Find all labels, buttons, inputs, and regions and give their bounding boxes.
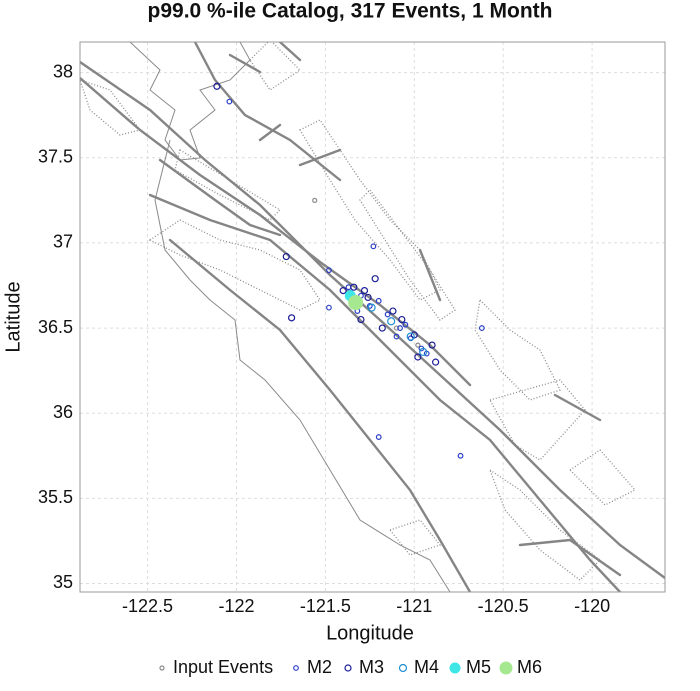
grid	[80, 42, 665, 592]
data-point	[364, 293, 372, 302]
data-point	[406, 332, 415, 341]
plot-frame	[79, 41, 666, 593]
legend: Input Events M2 M3 M4 M5 M6	[159, 657, 542, 677]
legend-marker	[449, 662, 461, 674]
fault	[228, 42, 342, 167]
data-point	[375, 297, 382, 304]
data-point	[387, 317, 396, 326]
coastline	[129, 42, 451, 592]
data-point	[375, 434, 382, 440]
x-tick-label: -120.5	[478, 596, 529, 616]
legend-label: M3	[359, 657, 384, 677]
data-point	[414, 353, 422, 361]
data-point	[213, 82, 221, 90]
y-tick-label: 37.5	[38, 147, 73, 167]
data-point	[393, 325, 400, 331]
y-tick-label: 36.5	[38, 317, 73, 337]
data-point	[226, 98, 233, 105]
chart-title: p99.0 %-ile Catalog, 317 Events, 1 Month	[148, 0, 553, 23]
data-point	[398, 315, 406, 324]
data-point	[393, 333, 400, 340]
x-axis-label: Longitude	[326, 622, 414, 644]
data-point	[312, 197, 318, 203]
data-point	[282, 252, 290, 261]
x-tick-label: -122.5	[122, 596, 173, 616]
legend-label: M2	[307, 657, 332, 677]
legend-label: Input Events	[173, 657, 273, 677]
fault	[193, 42, 342, 182]
y-tick-label: 36	[53, 402, 73, 422]
fault	[80, 76, 472, 387]
data-point	[287, 314, 296, 322]
legend-marker	[398, 663, 408, 673]
data-point	[366, 303, 373, 309]
x-tick-label: -122	[218, 596, 254, 616]
data-point	[326, 304, 332, 311]
fault-map	[80, 42, 665, 592]
data-point	[371, 275, 379, 283]
data-point	[457, 452, 464, 459]
data-point	[478, 325, 485, 331]
data-point	[415, 342, 421, 348]
data-point	[389, 307, 397, 315]
y-tick-label: 35	[53, 572, 73, 592]
data-point	[428, 341, 436, 349]
fault	[158, 158, 282, 237]
fault	[168, 238, 472, 592]
data-point	[378, 324, 386, 332]
legend-label: M6	[517, 657, 542, 677]
y-tick-label: 37	[53, 232, 73, 252]
fault	[418, 248, 622, 577]
data-point	[339, 287, 347, 295]
data-point	[419, 347, 428, 357]
data-point	[397, 325, 403, 331]
x-tick-label: -120	[574, 596, 610, 616]
x-tick-label: -121.5	[300, 596, 351, 616]
legend-label: M5	[466, 657, 491, 677]
fault	[80, 60, 665, 580]
fault	[148, 193, 622, 592]
legend-marker	[293, 665, 299, 671]
data-point	[402, 321, 409, 328]
points	[213, 82, 485, 459]
data-point	[345, 284, 352, 291]
data-point	[370, 243, 377, 250]
data-point	[432, 358, 440, 366]
data-point	[360, 287, 369, 295]
legend-marker	[159, 665, 165, 671]
data-point	[348, 295, 364, 311]
y-tick-label: 35.5	[38, 487, 73, 507]
data-point	[350, 283, 358, 291]
data-point	[357, 315, 365, 324]
data-point	[367, 303, 376, 312]
legend-label: M4	[414, 657, 439, 677]
x-tick-label: -121	[396, 596, 432, 616]
legend-marker	[499, 661, 513, 675]
data-point	[326, 267, 332, 274]
y-axis-label: Latitude	[2, 281, 24, 352]
fault-zones	[80, 42, 637, 581]
legend-marker	[344, 664, 352, 672]
data-point	[384, 311, 391, 318]
y-tick-label: 38	[53, 61, 73, 81]
